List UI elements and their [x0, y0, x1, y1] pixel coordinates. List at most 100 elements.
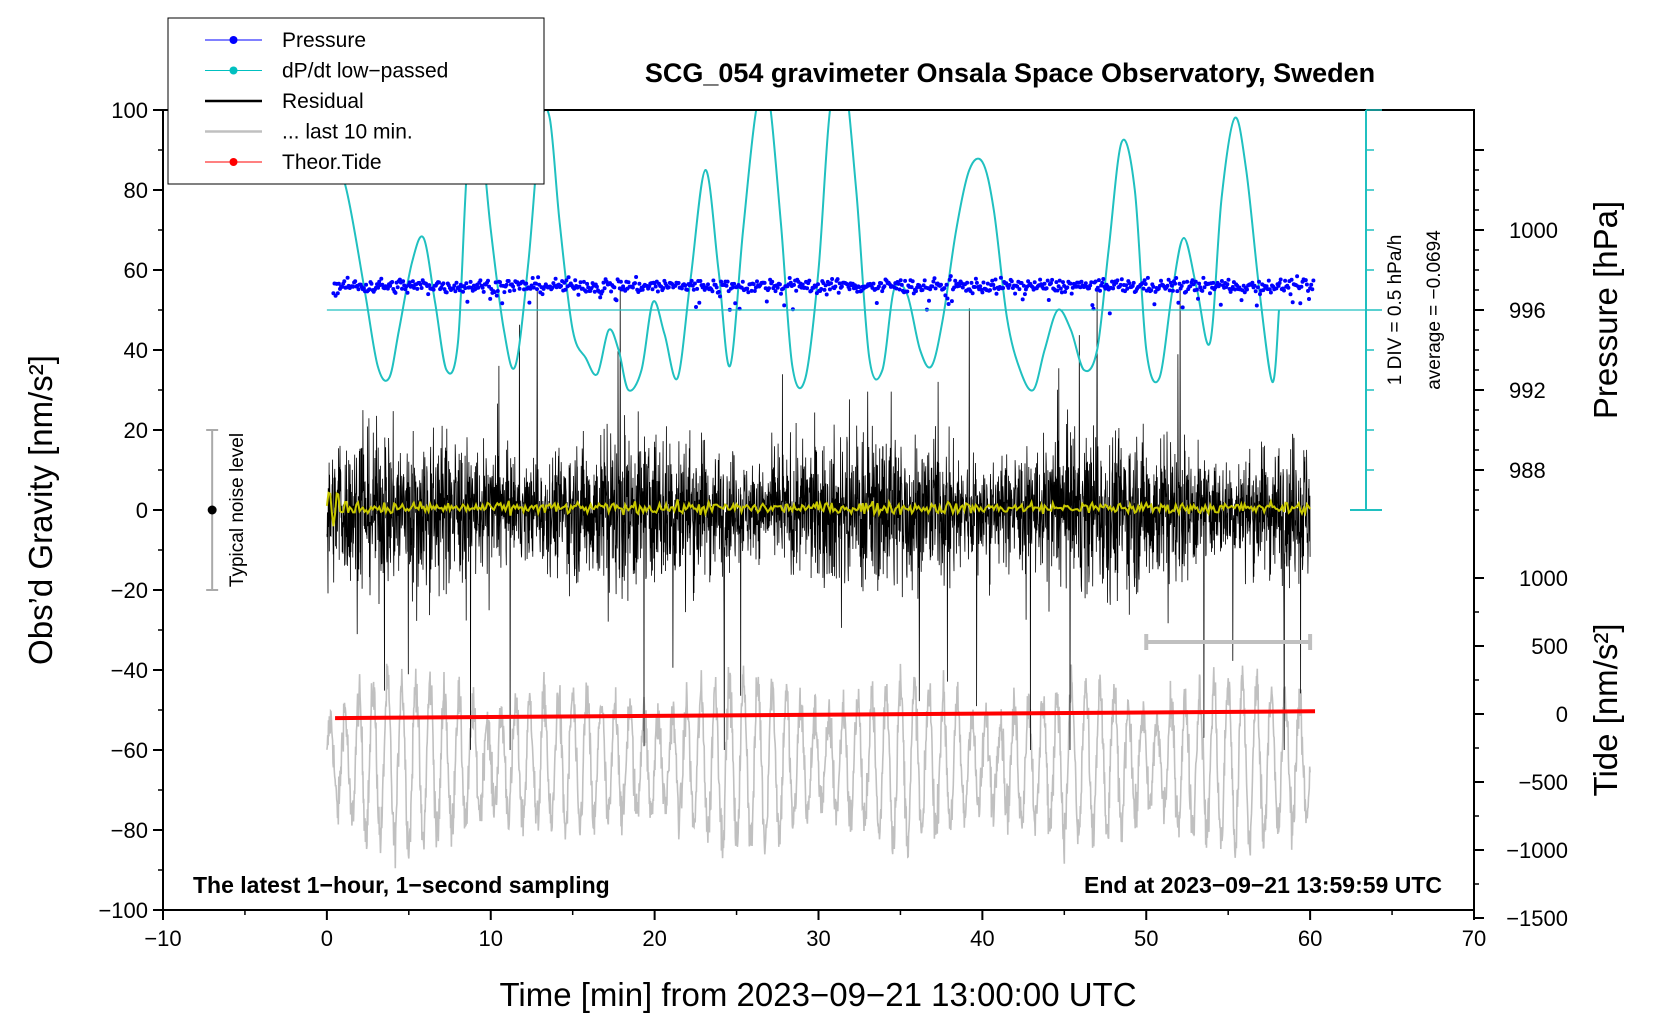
pressure-point — [1110, 279, 1114, 284]
pressure-point — [694, 305, 698, 309]
pressure-point — [1046, 298, 1051, 302]
pressure-point — [706, 282, 710, 287]
pressure-point — [584, 289, 588, 294]
pressure-point — [931, 279, 936, 284]
pressure-point — [1007, 283, 1012, 287]
pressure-point — [794, 288, 799, 293]
pressure-point — [1219, 279, 1224, 283]
pressure-point — [949, 299, 954, 304]
pressure-point — [512, 288, 517, 293]
pressure-point — [1165, 283, 1170, 288]
pressure-point — [800, 282, 805, 287]
pressure-point — [945, 296, 950, 301]
pressure-point — [775, 285, 780, 290]
pressure-point — [431, 287, 436, 292]
pressure-point — [731, 285, 735, 290]
pressure-point — [807, 278, 812, 283]
pressure-point — [1055, 288, 1060, 293]
pressure-point — [1093, 279, 1098, 284]
y-tick-label: 80 — [124, 178, 148, 203]
pressure-point — [626, 280, 631, 285]
pressure-point — [1079, 279, 1084, 284]
pressure-point — [353, 279, 358, 284]
dpdt-average-label: average = −0.0694 — [1424, 230, 1445, 390]
pressure-point — [857, 285, 862, 290]
pressure-point — [1057, 278, 1062, 283]
pressure-point — [493, 280, 498, 285]
pressure-point — [1181, 280, 1186, 285]
pressure-point — [1169, 283, 1174, 288]
pressure-point — [361, 286, 366, 291]
pressure-point — [1258, 292, 1262, 297]
pressure-point — [948, 274, 953, 279]
pressure-point — [600, 289, 605, 294]
pressure-point — [1233, 287, 1237, 292]
pressure-point — [1089, 280, 1094, 285]
y-axis-ticks: −100 −80 −60 −40 −20 0 20 40 60 80 100 — [98, 98, 163, 923]
pressure-point — [377, 279, 382, 284]
legend-item: dP/dt low−passed — [205, 60, 448, 83]
pressure-point — [683, 283, 688, 288]
legend-label: dP/dt low−passed — [282, 60, 448, 83]
y-tick-label: 60 — [124, 258, 148, 283]
pressure-point — [494, 293, 499, 298]
tide-tick-label: −1000 — [1506, 838, 1568, 863]
pressure-point — [336, 281, 341, 286]
pressure-point — [407, 280, 412, 285]
pressure-point — [527, 300, 532, 305]
pressure-point — [816, 282, 820, 287]
pressure-point — [836, 290, 841, 295]
pressure-point — [1049, 281, 1053, 286]
y-axis-label-pressure: Pressure [hPa] — [1587, 201, 1624, 419]
pressure-point — [1304, 282, 1309, 287]
pressure-point — [981, 280, 986, 285]
pressure-point — [819, 287, 824, 291]
pressure-point — [457, 288, 462, 293]
pressure-point — [465, 299, 470, 304]
pressure-point — [724, 283, 729, 288]
chart-title: SCG_054 gravimeter Onsala Space Observat… — [645, 58, 1375, 88]
pressure-point — [920, 288, 925, 292]
pressure-point — [630, 285, 635, 290]
pressure-point — [540, 292, 545, 297]
pressure-point — [500, 301, 505, 306]
y-tick-label: −80 — [111, 818, 148, 843]
legend-swatch-dot — [229, 36, 238, 44]
pressure-point — [418, 282, 423, 287]
pressure-point — [640, 287, 645, 292]
pressure-point — [1283, 278, 1288, 283]
pressure-point — [974, 280, 979, 285]
pressure-point — [751, 282, 756, 287]
pressure-point — [1218, 302, 1223, 307]
pressure-point — [1267, 287, 1272, 292]
pressure-point — [1289, 277, 1294, 282]
pressure-point — [612, 285, 617, 290]
pressure-point — [1119, 277, 1124, 282]
pressure-point — [586, 285, 591, 290]
pressure-point — [777, 282, 782, 287]
pressure-point — [553, 276, 558, 281]
pressure-point — [594, 284, 599, 289]
pressure-point — [340, 284, 345, 289]
x-tick-label: 70 — [1462, 926, 1486, 951]
pressure-point — [692, 281, 697, 286]
pressure-point — [380, 282, 385, 287]
pressure-point — [661, 286, 666, 291]
legend-label: Residual — [282, 90, 364, 113]
pressure-point — [1063, 289, 1068, 294]
pressure-point — [1303, 278, 1308, 283]
pressure-point — [1278, 277, 1283, 282]
pressure-point — [1184, 289, 1188, 294]
pressure-point — [480, 285, 485, 290]
pressure-point — [787, 276, 792, 280]
y-tick-label: 40 — [124, 338, 148, 363]
pressure-point — [356, 287, 361, 292]
pressure-point — [1282, 288, 1286, 293]
pressure-point — [1253, 289, 1258, 294]
pressure-point — [1140, 281, 1145, 286]
y-tick-label: −60 — [111, 738, 148, 763]
pressure-point — [1069, 291, 1074, 296]
pressure-point — [1050, 277, 1055, 282]
pressure-point — [534, 281, 538, 286]
